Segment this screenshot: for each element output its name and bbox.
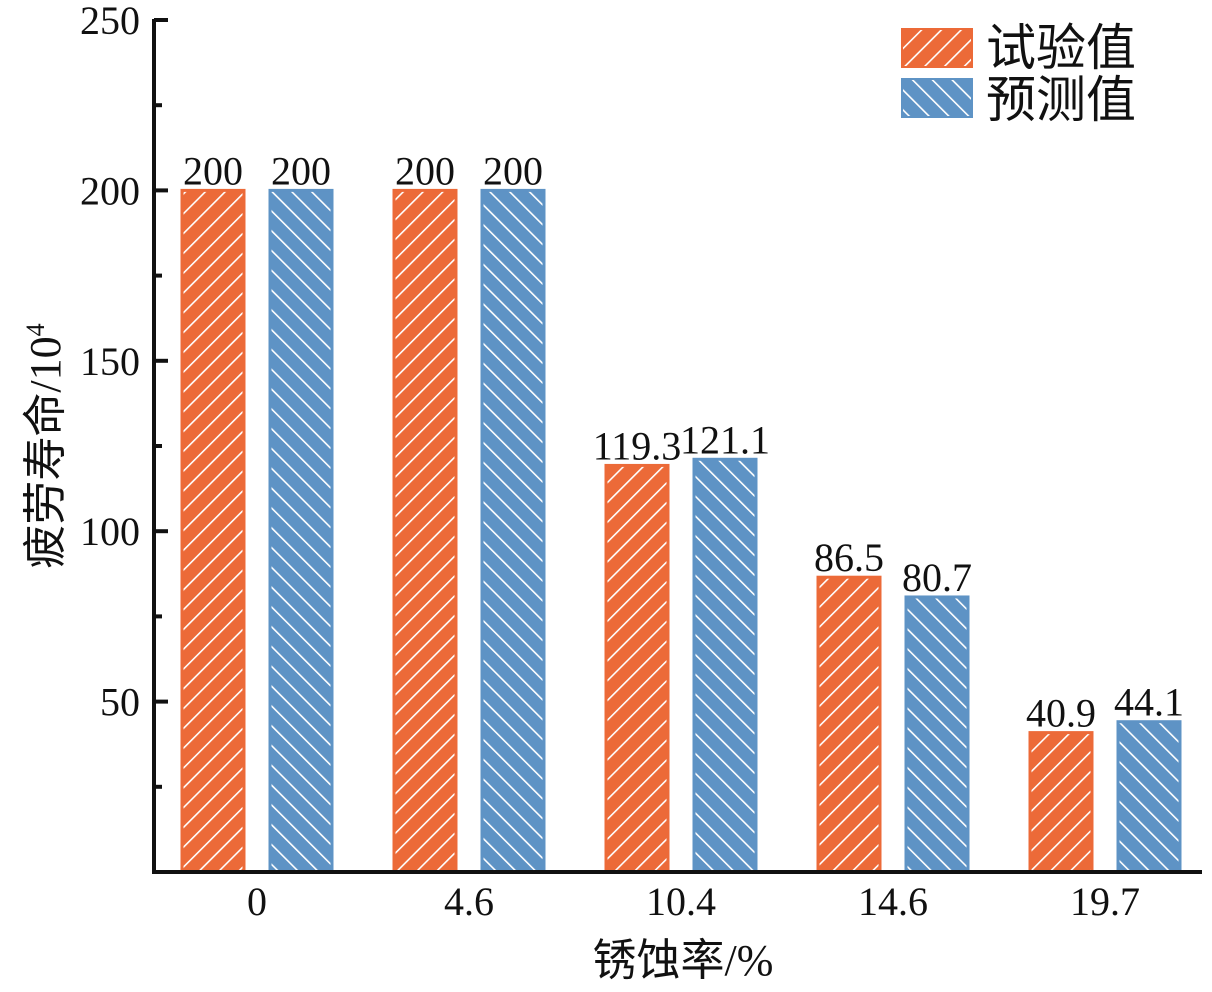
bars-layer	[180, 188, 1182, 874]
bar-test-2	[604, 463, 670, 874]
y-axis-title-superscript: 4	[21, 323, 50, 336]
bar-test-3	[816, 575, 882, 874]
data-label-test-4: 40.9	[1026, 691, 1096, 736]
bar-test-0	[180, 188, 246, 874]
y-tick-label: 100	[80, 509, 140, 554]
y-axis-title: 疲劳寿命/104	[21, 323, 70, 568]
bar-predicted-0	[268, 188, 334, 874]
legend: 试验值 预测值	[901, 20, 1136, 128]
data-labels-layer: 200 200 119.3 86.5 40.9 200 200 121.1 80.7 44.1	[183, 148, 1184, 735]
y-tick-label: 250	[80, 0, 140, 43]
x-tick-label: 0	[247, 879, 267, 924]
bar-test-4	[1028, 731, 1094, 874]
bar-predicted-4	[1116, 720, 1182, 874]
y-axis-title-main: 疲劳寿命/10	[21, 336, 70, 568]
y-tick-label: 50	[100, 680, 140, 725]
x-tick-label: 4.6	[444, 879, 494, 924]
data-label-test-2: 119.3	[593, 423, 682, 468]
data-label-predicted-4: 44.1	[1114, 680, 1184, 725]
data-label-predicted-2: 121.1	[680, 417, 770, 462]
y-tick-label: 150	[80, 339, 140, 384]
data-label-test-1: 200	[395, 148, 455, 193]
x-axis-title: 锈蚀率/%	[593, 936, 774, 985]
x-tick-label: 19.7	[1070, 879, 1140, 924]
legend-swatch-test-value	[901, 28, 973, 68]
data-label-predicted-3: 80.7	[902, 555, 972, 600]
y-tick-label: 200	[80, 168, 140, 213]
data-label-test-3: 86.5	[814, 535, 884, 580]
data-label-test-0: 200	[183, 148, 243, 193]
data-label-predicted-1: 200	[483, 148, 543, 193]
legend-label-predicted-value: 预测值	[986, 72, 1136, 128]
legend-label-test-value: 试验值	[986, 20, 1136, 76]
x-tick-label: 10.4	[646, 879, 716, 924]
data-label-predicted-0: 200	[271, 148, 331, 193]
x-tick-label: 14.6	[858, 879, 928, 924]
bar-predicted-3	[904, 595, 970, 874]
bar-predicted-2	[692, 457, 758, 874]
bar-predicted-1	[480, 188, 546, 874]
legend-swatch-predicted-value	[901, 78, 973, 118]
bar-test-1	[392, 188, 458, 874]
axes-layer: 50 100 150 200 250 0 4.6 10.4 14.6 19.7	[80, 0, 1202, 924]
